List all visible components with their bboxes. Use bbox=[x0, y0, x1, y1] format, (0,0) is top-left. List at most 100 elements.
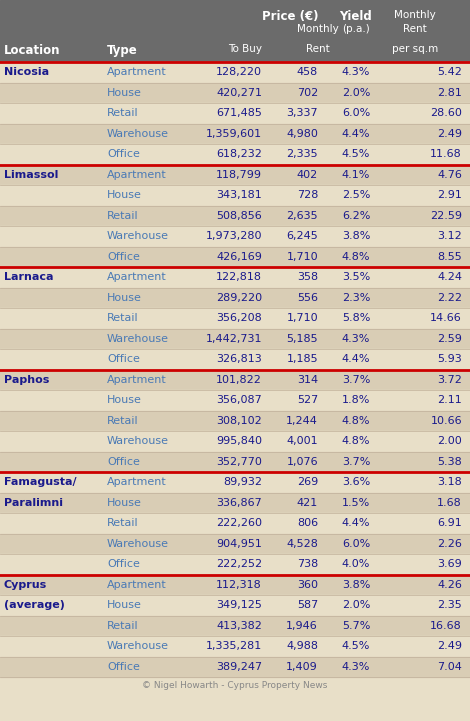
Text: 904,951: 904,951 bbox=[216, 539, 262, 549]
Text: 3.69: 3.69 bbox=[437, 559, 462, 570]
Text: 16.68: 16.68 bbox=[430, 621, 462, 631]
Text: 420,271: 420,271 bbox=[216, 88, 262, 98]
Text: 402: 402 bbox=[297, 169, 318, 180]
Text: 508,856: 508,856 bbox=[216, 211, 262, 221]
Text: 128,220: 128,220 bbox=[216, 67, 262, 77]
Text: Rent: Rent bbox=[306, 44, 330, 54]
Text: 527: 527 bbox=[297, 395, 318, 405]
Text: 413,382: 413,382 bbox=[216, 621, 262, 631]
Text: Limassol: Limassol bbox=[4, 169, 58, 180]
Text: 1.8%: 1.8% bbox=[342, 395, 370, 405]
Text: Office: Office bbox=[107, 662, 140, 672]
Text: Type: Type bbox=[107, 44, 138, 57]
Bar bbox=[0, 164, 470, 185]
Text: Retail: Retail bbox=[107, 416, 139, 425]
Text: 22.59: 22.59 bbox=[430, 211, 462, 221]
Text: 4,980: 4,980 bbox=[286, 129, 318, 138]
Text: 7.04: 7.04 bbox=[437, 662, 462, 672]
Text: 4.8%: 4.8% bbox=[342, 436, 370, 446]
Text: 4.8%: 4.8% bbox=[342, 416, 370, 425]
Text: 314: 314 bbox=[297, 375, 318, 385]
Text: 2.26: 2.26 bbox=[437, 539, 462, 549]
Text: 222,252: 222,252 bbox=[216, 559, 262, 570]
Text: 326,813: 326,813 bbox=[216, 354, 262, 364]
Text: 11.68: 11.68 bbox=[430, 149, 462, 159]
Text: 2.59: 2.59 bbox=[437, 334, 462, 344]
Text: 2.81: 2.81 bbox=[437, 88, 462, 98]
Text: 4.3%: 4.3% bbox=[342, 662, 370, 672]
Text: per sq.m: per sq.m bbox=[392, 44, 438, 54]
Text: 1,973,280: 1,973,280 bbox=[205, 231, 262, 242]
Text: 702: 702 bbox=[297, 88, 318, 98]
Text: 458: 458 bbox=[297, 67, 318, 77]
Text: 1,710: 1,710 bbox=[286, 252, 318, 262]
Text: 618,232: 618,232 bbox=[216, 149, 262, 159]
Bar bbox=[0, 636, 470, 657]
Text: (average): (average) bbox=[4, 601, 65, 610]
Text: Famagusta/: Famagusta/ bbox=[4, 477, 77, 487]
Text: 2.3%: 2.3% bbox=[342, 293, 370, 303]
Text: Office: Office bbox=[107, 559, 140, 570]
Text: Apartment: Apartment bbox=[107, 67, 167, 77]
Text: Nicosia: Nicosia bbox=[4, 67, 49, 77]
Text: Office: Office bbox=[107, 252, 140, 262]
Text: House: House bbox=[107, 497, 142, 508]
Text: 4.5%: 4.5% bbox=[342, 149, 370, 159]
Text: 3.6%: 3.6% bbox=[342, 477, 370, 487]
Bar bbox=[0, 410, 470, 431]
Text: 3.7%: 3.7% bbox=[342, 375, 370, 385]
Text: 6,245: 6,245 bbox=[286, 231, 318, 242]
Text: 222,260: 222,260 bbox=[216, 518, 262, 528]
Text: Warehouse: Warehouse bbox=[107, 641, 169, 651]
Text: 2.22: 2.22 bbox=[437, 293, 462, 303]
Bar bbox=[0, 472, 470, 492]
Text: 349,125: 349,125 bbox=[216, 601, 262, 610]
Text: 4.24: 4.24 bbox=[437, 273, 462, 282]
Text: 2.49: 2.49 bbox=[437, 129, 462, 138]
Bar bbox=[0, 575, 470, 595]
Text: 10.66: 10.66 bbox=[431, 416, 462, 425]
Text: 2.5%: 2.5% bbox=[342, 190, 370, 200]
Text: Price (€): Price (€) bbox=[262, 10, 318, 23]
Text: 3,337: 3,337 bbox=[286, 108, 318, 118]
Text: Office: Office bbox=[107, 149, 140, 159]
Text: 358: 358 bbox=[297, 273, 318, 282]
Bar bbox=[0, 288, 470, 308]
Text: 1,335,281: 1,335,281 bbox=[206, 641, 262, 651]
Text: 738: 738 bbox=[297, 559, 318, 570]
Text: 4.4%: 4.4% bbox=[342, 354, 370, 364]
Bar bbox=[0, 451, 470, 472]
Bar bbox=[0, 144, 470, 164]
Text: Cyprus: Cyprus bbox=[4, 580, 47, 590]
Text: Apartment: Apartment bbox=[107, 477, 167, 487]
Bar bbox=[0, 247, 470, 267]
Text: To Buy: To Buy bbox=[228, 44, 262, 54]
Text: 1,409: 1,409 bbox=[286, 662, 318, 672]
Text: 728: 728 bbox=[297, 190, 318, 200]
Text: Paralimni: Paralimni bbox=[4, 497, 63, 508]
Text: 118,799: 118,799 bbox=[216, 169, 262, 180]
Text: 1,442,731: 1,442,731 bbox=[205, 334, 262, 344]
Text: 1,076: 1,076 bbox=[286, 456, 318, 466]
Text: 421: 421 bbox=[297, 497, 318, 508]
Text: 356,087: 356,087 bbox=[216, 395, 262, 405]
Text: 6.91: 6.91 bbox=[437, 518, 462, 528]
Text: 671,485: 671,485 bbox=[216, 108, 262, 118]
Bar bbox=[0, 329, 470, 349]
Bar bbox=[0, 0, 470, 62]
Text: Apartment: Apartment bbox=[107, 375, 167, 385]
Bar bbox=[0, 62, 470, 82]
Text: 995,840: 995,840 bbox=[216, 436, 262, 446]
Text: 6.0%: 6.0% bbox=[342, 539, 370, 549]
Text: Retail: Retail bbox=[107, 211, 139, 221]
Text: 4.1%: 4.1% bbox=[342, 169, 370, 180]
Text: 2.0%: 2.0% bbox=[342, 88, 370, 98]
Text: 4.8%: 4.8% bbox=[342, 252, 370, 262]
Text: 112,318: 112,318 bbox=[216, 580, 262, 590]
Text: 5.8%: 5.8% bbox=[342, 313, 370, 323]
Text: 2.49: 2.49 bbox=[437, 641, 462, 651]
Text: 4.3%: 4.3% bbox=[342, 67, 370, 77]
Text: 1,244: 1,244 bbox=[286, 416, 318, 425]
Text: 389,247: 389,247 bbox=[216, 662, 262, 672]
Bar bbox=[0, 226, 470, 247]
